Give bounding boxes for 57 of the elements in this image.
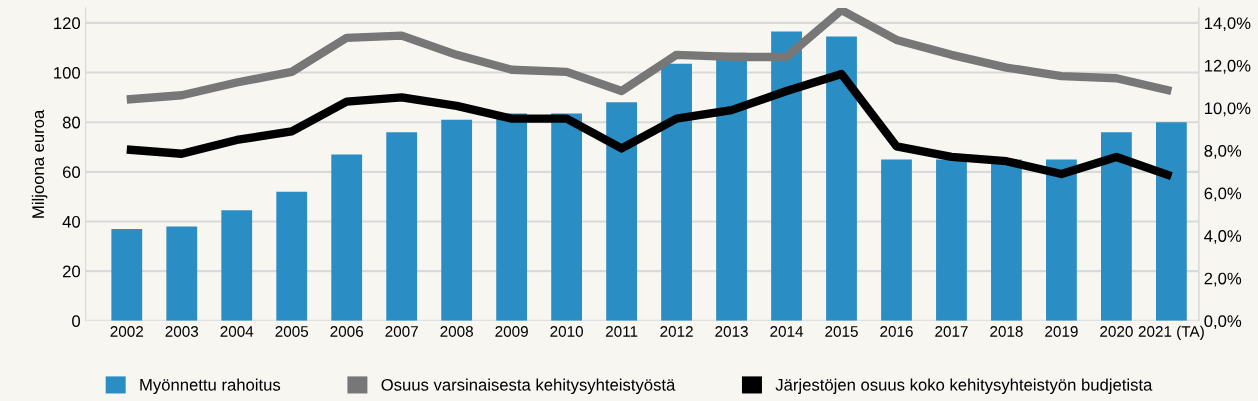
bar: [111, 228, 143, 321]
bar: [771, 31, 802, 321]
y-tick-label: 60: [62, 166, 81, 179]
bar: [1101, 132, 1132, 321]
y-tick-label: 20: [62, 265, 81, 278]
x-tick-label: 2012: [660, 326, 693, 337]
x-tick-label: 2007: [385, 326, 418, 337]
bar: [661, 63, 692, 321]
y2-tick-label: 6,0%: [1204, 187, 1242, 202]
x-tick-label: 2003: [165, 326, 199, 337]
legend-label: Järjestöjen osuus koko kehitysyhteistyön budjetista: [775, 378, 1153, 395]
x-tick-label: 2013: [715, 326, 748, 337]
bar: [606, 102, 637, 321]
y-tick-label: 40: [62, 215, 81, 228]
x-tick-label: 2014: [770, 326, 804, 337]
bar: [1155, 122, 1187, 321]
bar: [441, 119, 473, 321]
x-tick-label: 2005: [275, 326, 309, 337]
x-tick-label: 2006: [330, 326, 364, 337]
x-tick-label: 2019: [1045, 326, 1078, 337]
y2-tick-label: 8,0%: [1204, 144, 1242, 159]
y2-tick-label: 14,0%: [1205, 17, 1251, 32]
bar: [331, 154, 363, 321]
bar: [276, 191, 308, 321]
x-tick-label: 2020: [1100, 326, 1133, 337]
bar: [166, 226, 198, 321]
x-tick-label: 2002: [110, 326, 144, 337]
y2-tick-label: 10,0%: [1205, 102, 1251, 117]
x-tick-label: 2016: [880, 326, 913, 337]
y2-tick-label: 12,0%: [1205, 59, 1251, 74]
y-tick-label: 0: [72, 315, 81, 327]
bar: [551, 113, 583, 321]
y2-tick-label: 2,0%: [1204, 272, 1242, 287]
x-tick-label: 2008: [440, 326, 473, 337]
x-tick-label: 2010: [550, 326, 584, 337]
y2-tick-label: 0,0%: [1204, 315, 1242, 329]
x-tick-label: 2011: [605, 326, 638, 337]
legend-label: Osuus varsinaisesta kehitysyhteistyöstä: [381, 378, 676, 395]
legend-label: Myönnettu rahoitus: [140, 378, 281, 395]
y-axis-title: Miljoona euroa: [31, 109, 48, 218]
y-tick-label: 100: [54, 66, 81, 79]
y-tick-label: 120: [54, 17, 81, 30]
x-tick-label: 2018: [990, 326, 1023, 337]
bar: [991, 159, 1022, 321]
bar: [1046, 159, 1077, 321]
bar: [936, 159, 967, 321]
x-tick-label: 2015: [825, 326, 858, 337]
y2-tick-label: 4,0%: [1204, 230, 1242, 244]
bar: [881, 159, 912, 321]
x-tick-label: 2004: [220, 326, 254, 337]
x-tick-label: 2017: [935, 326, 968, 337]
x-tick-label: 2021 (TA): [1138, 325, 1204, 340]
y-tick-label: 80: [62, 116, 81, 129]
bar: [826, 36, 857, 321]
x-tick-label: 2009: [495, 326, 528, 337]
bar: [221, 210, 253, 321]
bar: [386, 132, 418, 321]
